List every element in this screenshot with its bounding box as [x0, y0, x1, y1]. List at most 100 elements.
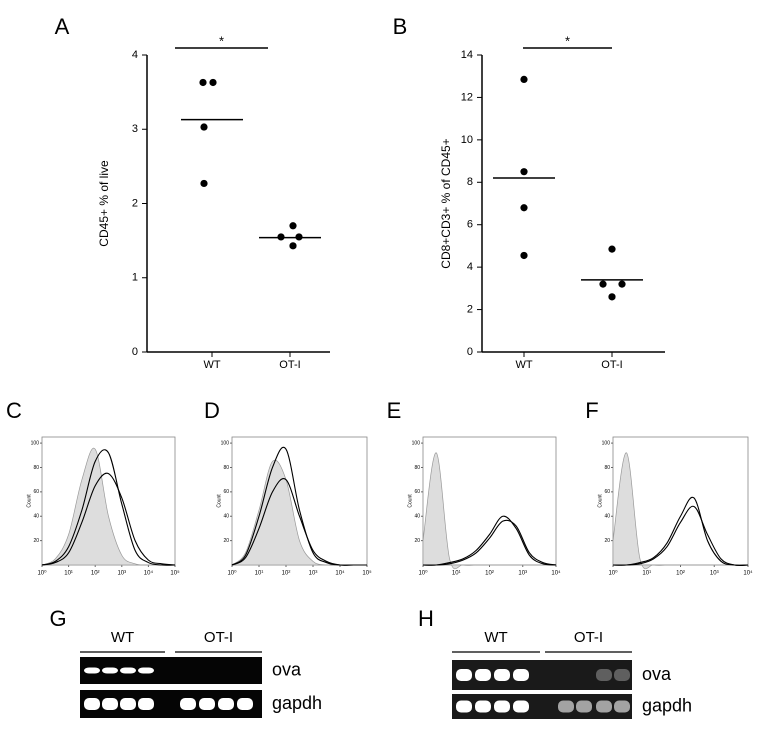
y-axis-label: CD8+CD3+ % of CD45+ — [439, 138, 453, 268]
data-point — [520, 75, 528, 83]
y-tick-label: 20 — [414, 538, 420, 544]
x-tick-label: 10¹ — [642, 571, 651, 577]
data-point — [200, 123, 208, 131]
x-tick-label: 10¹ — [64, 571, 73, 577]
gel-band — [84, 698, 100, 710]
gel-band — [558, 700, 574, 713]
gel-band — [120, 667, 136, 674]
gel-band — [180, 698, 196, 710]
gel-band — [494, 700, 510, 713]
x-tick-label: 10⁵ — [170, 570, 180, 577]
data-point — [289, 222, 297, 230]
y-axis-label: Count — [216, 494, 222, 508]
group-label: WT — [484, 629, 507, 646]
x-tick-label: 10⁴ — [144, 570, 154, 577]
y-tick-label: 60 — [414, 489, 420, 495]
gel-band — [218, 698, 234, 710]
panel-letter: C — [6, 398, 22, 423]
y-tick-label: 2 — [132, 197, 138, 209]
x-tick-label: OT-I — [601, 359, 622, 371]
gel-band — [138, 698, 154, 710]
sample-histogram — [231, 478, 367, 566]
sample-histogram — [41, 449, 176, 566]
gel-band — [199, 698, 215, 710]
y-tick-label: 14 — [461, 49, 473, 61]
gel-band — [138, 667, 154, 674]
y-tick-label: 4 — [132, 49, 138, 61]
y-tick-label: 60 — [223, 489, 229, 495]
y-tick-label: 100 — [31, 440, 40, 446]
x-tick-label: 10⁰ — [608, 570, 618, 577]
x-tick-label: 10² — [676, 571, 685, 577]
x-tick-label: 10⁴ — [743, 570, 753, 577]
gel-band — [102, 698, 118, 710]
gel-band — [456, 700, 472, 713]
y-tick-label: 60 — [604, 489, 610, 495]
gel-band — [576, 700, 592, 713]
gel-band — [475, 669, 491, 681]
y-tick-label: 1 — [132, 272, 138, 284]
gel-band — [513, 700, 529, 713]
x-tick-label: 10³ — [710, 571, 719, 577]
group-label: OT-I — [204, 629, 233, 646]
panel-letter: H — [418, 606, 434, 631]
y-tick-label: 4 — [467, 261, 473, 273]
x-tick-label: 10⁴ — [551, 570, 561, 577]
x-tick-label: 10⁰ — [418, 570, 428, 577]
data-point — [618, 280, 626, 288]
x-tick-label: 10¹ — [255, 571, 264, 577]
sample-histogram — [422, 519, 557, 566]
sample-histogram — [422, 515, 557, 566]
gel-band — [596, 669, 612, 681]
gel-band — [456, 669, 472, 681]
y-tick-label: 20 — [33, 538, 39, 544]
x-tick-label: 10² — [282, 571, 291, 577]
x-tick-label: 10⁰ — [37, 570, 47, 577]
row-label: gapdh — [272, 693, 322, 713]
y-tick-label: 100 — [412, 440, 421, 446]
y-tick-label: 20 — [604, 538, 610, 544]
gel-band — [614, 700, 630, 713]
x-tick-label: 10⁴ — [335, 570, 345, 577]
y-axis-label: Count — [26, 494, 32, 508]
panel-letter: B — [393, 14, 408, 39]
group-label: WT — [111, 629, 134, 646]
x-tick-label: 10² — [485, 571, 494, 577]
control-histogram — [231, 459, 367, 566]
data-point — [520, 168, 528, 176]
y-tick-label: 60 — [33, 489, 39, 495]
data-point — [520, 204, 528, 212]
data-point — [209, 78, 217, 87]
x-tick-label: OT-I — [279, 359, 300, 371]
gel-band — [84, 667, 100, 674]
data-point — [200, 179, 208, 188]
x-tick-label: 10⁰ — [227, 570, 237, 577]
x-tick-label: 10³ — [309, 571, 318, 577]
data-point — [289, 242, 297, 250]
panel-letter: F — [585, 398, 598, 423]
y-tick-label: 2 — [467, 303, 473, 315]
y-axis-label: Count — [407, 494, 413, 508]
data-point — [520, 251, 528, 260]
sample-histogram — [612, 496, 749, 566]
row-label: ova — [272, 659, 302, 679]
panel-letter: D — [204, 398, 220, 423]
gel-band — [237, 698, 253, 710]
data-point — [608, 293, 616, 301]
data-point — [599, 280, 607, 288]
x-tick-label: 10³ — [518, 571, 527, 577]
x-tick-label: 10⁵ — [362, 570, 372, 577]
row-label: ova — [642, 664, 672, 684]
data-point — [608, 245, 616, 253]
y-tick-label: 80 — [414, 465, 420, 471]
y-tick-label: 80 — [33, 465, 39, 471]
x-tick-label: 10² — [91, 571, 100, 577]
gel-band — [494, 669, 510, 681]
gel-band — [120, 698, 136, 710]
y-tick-label: 40 — [223, 514, 229, 520]
row-label: gapdh — [642, 695, 692, 715]
panel-letter: E — [387, 398, 402, 423]
y-tick-label: 80 — [223, 465, 229, 471]
gel-band — [102, 667, 118, 674]
